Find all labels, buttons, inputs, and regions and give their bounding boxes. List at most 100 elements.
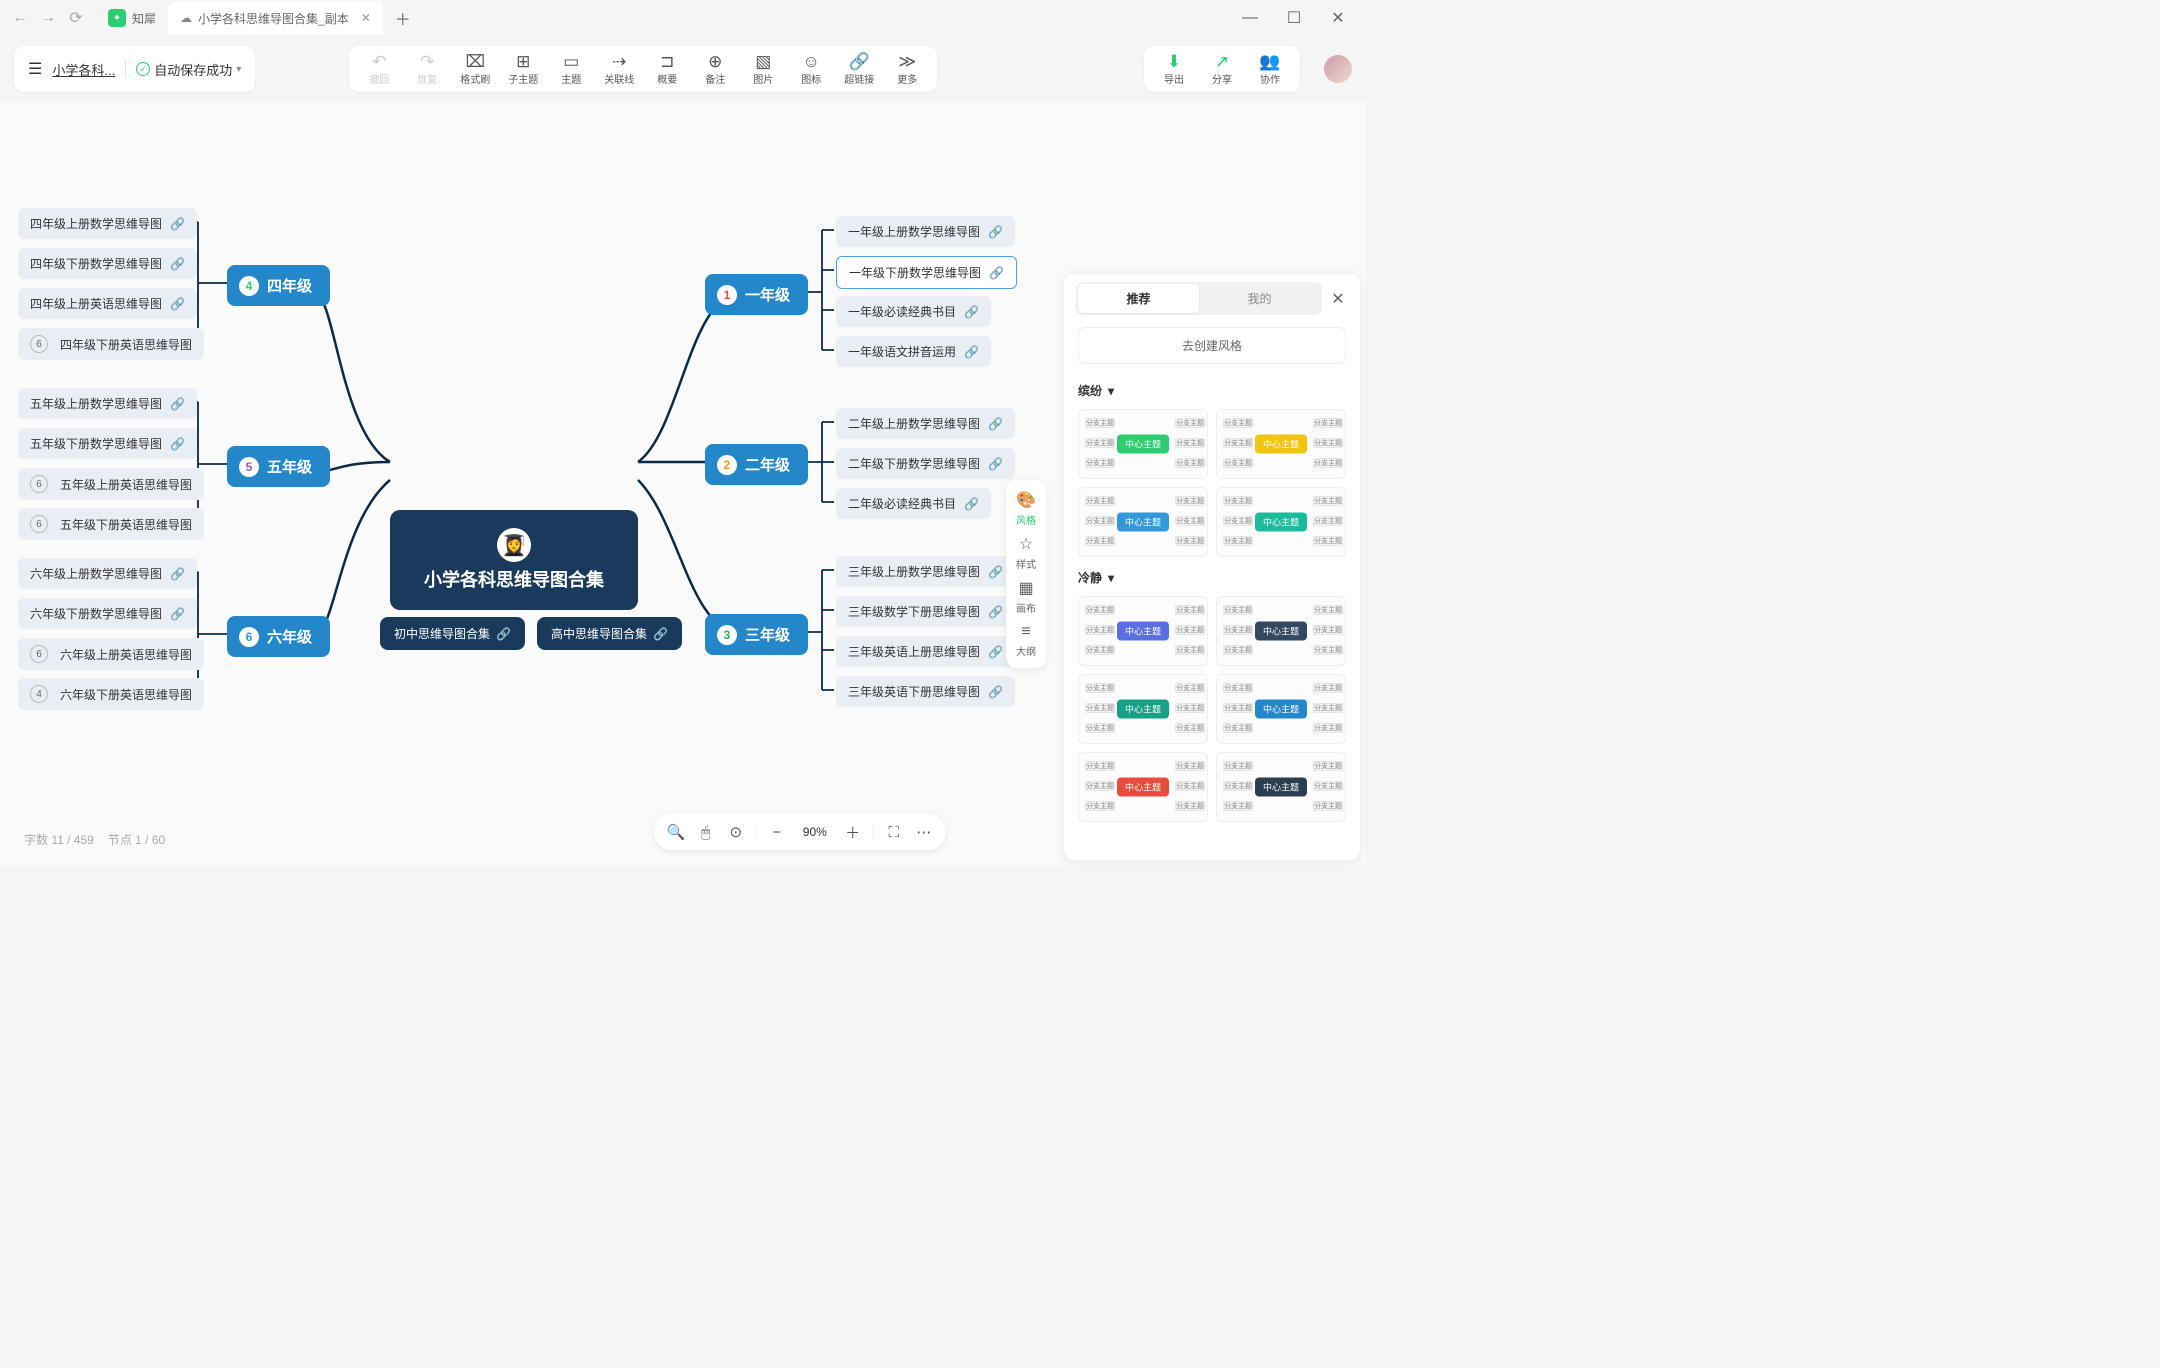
theme-card[interactable]: 分支主题分支主题分支主题分支主题分支主题分支主题中心主题 <box>1216 596 1346 666</box>
leaf-node[interactable]: 6五年级下册英语思维导图 <box>18 508 204 540</box>
window-close[interactable]: ✕ <box>1318 4 1358 32</box>
branch-一年级[interactable]: 1一年级 <box>705 274 808 315</box>
vtool-画布[interactable]: ▦画布 <box>1006 574 1046 618</box>
leaf-node[interactable]: 五年级下册数学思维导图🔗 <box>18 428 197 459</box>
window-minimize[interactable]: — <box>1230 4 1270 32</box>
panel-close-icon[interactable]: ✕ <box>1328 289 1348 309</box>
leaf-node[interactable]: 6四年级下册英语思维导图 <box>18 328 204 360</box>
tool-格式刷[interactable]: ⌧格式刷 <box>451 46 499 92</box>
zoom-value[interactable]: 90% <box>797 825 833 839</box>
mouse-icon[interactable]: 🖱 <box>696 824 716 841</box>
attachment-2[interactable]: 高中思维导图合集🔗 <box>537 617 682 650</box>
search-icon[interactable]: 🔍 <box>666 823 686 841</box>
leaf-node[interactable]: 五年级上册数学思维导图🔗 <box>18 388 197 419</box>
doc-title[interactable]: 小学各科... <box>52 60 115 79</box>
canvas[interactable]: 👩‍🎓 小学各科思维导图合集 初中思维导图合集🔗 高中思维导图合集🔗 1一年级一… <box>0 102 1366 866</box>
vtool-大纲[interactable]: ≡大纲 <box>1006 618 1046 662</box>
avatar[interactable] <box>1324 55 1352 83</box>
panel-tab-mine[interactable]: 我的 <box>1199 284 1320 313</box>
tool-icon: ⬇ <box>1167 53 1181 70</box>
leaf-label: 三年级英语上册思维导图 <box>848 643 980 660</box>
theme-card[interactable]: 分支主题分支主题分支主题分支主题分支主题分支主题中心主题 <box>1078 596 1208 666</box>
branch-五年级[interactable]: 5五年级 <box>227 446 330 487</box>
theme-card[interactable]: 分支主题分支主题分支主题分支主题分支主题分支主题中心主题 <box>1216 487 1346 557</box>
leaf-node[interactable]: 三年级数学下册思维导图🔗 <box>836 596 1015 627</box>
tab-document[interactable]: ☁ 小学各科思维导图合集_副本 ✕ <box>168 2 383 34</box>
section-title[interactable]: 冷静 ▾ <box>1078 569 1346 586</box>
tool-主题[interactable]: ▭主题 <box>547 46 595 92</box>
attachment-1[interactable]: 初中思维导图合集🔗 <box>380 617 525 650</box>
tool-图片[interactable]: ▧图片 <box>739 46 787 92</box>
tool-更多[interactable]: ≫更多 <box>883 46 931 92</box>
leaf-node[interactable]: 三年级上册数学思维导图🔗 <box>836 556 1015 587</box>
theme-card[interactable]: 分支主题分支主题分支主题分支主题分支主题分支主题中心主题 <box>1078 409 1208 479</box>
section-title[interactable]: 缤纷 ▾ <box>1078 382 1346 399</box>
tool-子主题[interactable]: ⊞子主题 <box>499 46 547 92</box>
leaf-node[interactable]: 三年级英语下册思维导图🔗 <box>836 676 1015 707</box>
titlebar: ← → ⟳ ✦ 知犀 ☁ 小学各科思维导图合集_副本 ✕ ＋ — ☐ ✕ <box>0 0 1366 36</box>
leaf-node[interactable]: 一年级下册数学思维导图🔗 <box>836 256 1017 289</box>
leaf-label: 四年级上册英语思维导图 <box>30 295 162 312</box>
theme-card[interactable]: 分支主题分支主题分支主题分支主题分支主题分支主题中心主题 <box>1078 487 1208 557</box>
caret-icon: ▾ <box>236 64 241 75</box>
tab-app[interactable]: ✦ 知犀 <box>96 2 168 34</box>
leaf-node[interactable]: 二年级下册数学思维导图🔗 <box>836 448 1015 479</box>
branch-四年级[interactable]: 4四年级 <box>227 265 330 306</box>
leaf-node[interactable]: 六年级上册数学思维导图🔗 <box>18 558 197 589</box>
theme-card[interactable]: 分支主题分支主题分支主题分支主题分支主题分支主题中心主题 <box>1216 752 1346 822</box>
branch-number: 2 <box>717 455 737 475</box>
new-tab-button[interactable]: ＋ <box>389 4 417 32</box>
branch-六年级[interactable]: 6六年级 <box>227 616 330 657</box>
tool-分享[interactable]: ↗分享 <box>1198 46 1246 92</box>
panel-scroll[interactable]: 缤纷 ▾分支主题分支主题分支主题分支主题分支主题分支主题中心主题分支主题分支主题… <box>1064 374 1360 848</box>
leaf-node[interactable]: 6六年级上册英语思维导图 <box>18 638 204 670</box>
more-icon[interactable]: ⋯ <box>914 823 934 841</box>
leaf-node[interactable]: 二年级必读经典书目🔗 <box>836 488 991 519</box>
leaf-node[interactable]: 一年级上册数学思维导图🔗 <box>836 216 1015 247</box>
vtool-风格[interactable]: 🎨风格 <box>1006 486 1046 530</box>
leaf-node[interactable]: 一年级语文拼音运用🔗 <box>836 336 991 367</box>
theme-mini: 分支主题 <box>1313 536 1343 546</box>
zoom-in[interactable]: ＋ <box>843 822 863 843</box>
nav-back[interactable]: ← <box>8 6 32 30</box>
tool-协作[interactable]: 👥协作 <box>1246 46 1294 92</box>
compass-icon[interactable]: ⊙ <box>726 823 746 841</box>
branch-二年级[interactable]: 2二年级 <box>705 444 808 485</box>
create-style-button[interactable]: 去创建风格 <box>1078 327 1346 364</box>
nav-forward[interactable]: → <box>36 6 60 30</box>
tool-关联线[interactable]: ⇢关联线 <box>595 46 643 92</box>
theme-card[interactable]: 分支主题分支主题分支主题分支主题分支主题分支主题中心主题 <box>1078 674 1208 744</box>
tool-备注[interactable]: ⊕备注 <box>691 46 739 92</box>
leaf-node[interactable]: 四年级下册数学思维导图🔗 <box>18 248 197 279</box>
tool-图标[interactable]: ☺图标 <box>787 46 835 92</box>
branch-三年级[interactable]: 3三年级 <box>705 614 808 655</box>
vtool-样式[interactable]: ☆样式 <box>1006 530 1046 574</box>
theme-mini: 分支主题 <box>1223 516 1253 526</box>
theme-card[interactable]: 分支主题分支主题分支主题分支主题分支主题分支主题中心主题 <box>1216 409 1346 479</box>
menu-icon[interactable]: ☰ <box>28 59 42 79</box>
theme-card[interactable]: 分支主题分支主题分支主题分支主题分支主题分支主题中心主题 <box>1216 674 1346 744</box>
nav-reload[interactable]: ⟳ <box>64 6 88 30</box>
tool-超链接[interactable]: 🔗超链接 <box>835 46 883 92</box>
zoom-out[interactable]: − <box>767 824 787 841</box>
leaf-node[interactable]: 6五年级上册英语思维导图 <box>18 468 204 500</box>
leaf-node[interactable]: 六年级下册数学思维导图🔗 <box>18 598 197 629</box>
leaf-node[interactable]: 四年级上册英语思维导图🔗 <box>18 288 197 319</box>
leaf-node[interactable]: 二年级上册数学思维导图🔗 <box>836 408 1015 439</box>
theme-mini: 分支主题 <box>1175 761 1205 771</box>
leaf-node[interactable]: 三年级英语上册思维导图🔗 <box>836 636 1015 667</box>
tool-导出[interactable]: ⬇导出 <box>1150 46 1198 92</box>
theme-card[interactable]: 分支主题分支主题分支主题分支主题分支主题分支主题中心主题 <box>1078 752 1208 822</box>
theme-mini: 分支主题 <box>1085 703 1115 713</box>
tool-概要[interactable]: ⊐概要 <box>643 46 691 92</box>
window-maximize[interactable]: ☐ <box>1274 4 1314 32</box>
theme-center: 中心主题 <box>1255 435 1307 454</box>
panel-tab-recommend[interactable]: 推荐 <box>1078 284 1199 313</box>
leaf-node[interactable]: 4六年级下册英语思维导图 <box>18 678 204 710</box>
autosave-status[interactable]: ✓ 自动保存成功 ▾ <box>136 60 241 79</box>
leaf-node[interactable]: 四年级上册数学思维导图🔗 <box>18 208 197 239</box>
leaf-node[interactable]: 一年级必读经典书目🔗 <box>836 296 991 327</box>
central-node[interactable]: 👩‍🎓 小学各科思维导图合集 <box>390 510 638 610</box>
tab-close-icon[interactable]: ✕ <box>361 11 371 25</box>
fit-icon[interactable]: ⛶ <box>884 824 904 841</box>
